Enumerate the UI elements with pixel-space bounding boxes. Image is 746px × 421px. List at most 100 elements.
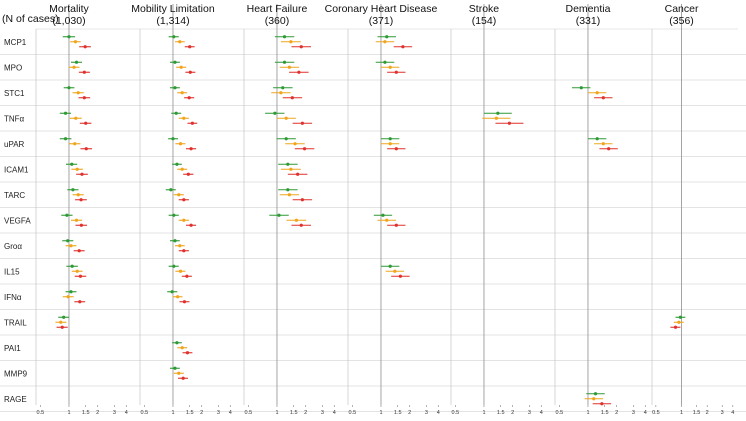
x-tick-label: 0.5 xyxy=(37,410,45,416)
x-tick-label: 3 xyxy=(528,410,531,416)
point-estimate-orange xyxy=(75,167,79,171)
point-estimate-orange xyxy=(178,40,182,44)
x-tick-label: 3 xyxy=(113,410,116,416)
point-estimate-red xyxy=(290,96,294,100)
point-estimate-red xyxy=(673,325,678,329)
point-estimate-red xyxy=(185,274,189,278)
point-estimate-orange xyxy=(294,218,298,222)
panel-title: Stroke xyxy=(469,3,500,15)
point-estimate-green xyxy=(286,188,290,192)
panel-heart-failure: Heart Failure(360) 0.5 1 1.5 2 3 4 xyxy=(243,3,336,416)
point-estimate-red xyxy=(189,147,193,151)
x-tick-label: 3 xyxy=(632,410,635,416)
x-tick-label: 0.5 xyxy=(652,410,660,416)
point-estimate-orange xyxy=(177,193,181,197)
point-estimate-green xyxy=(170,290,174,294)
row-label: Groα xyxy=(4,242,22,251)
point-estimate-orange xyxy=(182,218,186,222)
point-estimate-green xyxy=(281,86,285,90)
point-estimate-orange xyxy=(72,65,76,69)
point-estimate-orange xyxy=(73,142,77,146)
point-estimate-green xyxy=(173,366,177,370)
row-labels: MCP1 MPO STC1 TNFα uPAR ICAM1 TARC VEGFA Groα IL1… xyxy=(4,38,31,404)
panel-case-count: (356) xyxy=(669,15,694,27)
panel-cancer: Cancer(356) 0.5 1 1.5 2 3 4 xyxy=(651,3,734,416)
point-estimate-green xyxy=(67,35,71,39)
x-tick-label: 1 xyxy=(275,410,278,416)
point-estimate-green xyxy=(173,60,177,64)
x-tick-label: 4 xyxy=(229,410,232,416)
point-estimate-orange xyxy=(180,346,184,350)
point-estimate-green xyxy=(172,35,176,39)
point-estimate-red xyxy=(187,96,191,100)
x-tick-label: 1 xyxy=(680,410,683,416)
point-estimate-red xyxy=(186,172,190,176)
panel-mobility-limitation: Mobility Limitation(1,314) 0.5 1 1.5 2 3 4 xyxy=(131,3,232,416)
row-label: IFNα xyxy=(4,293,22,302)
point-estimate-orange xyxy=(289,40,293,44)
panel-stroke: Stroke(154) 0.5 1 1.5 2 3 4 xyxy=(450,3,543,416)
row-label: VEGFA xyxy=(4,216,31,225)
point-estimate-red xyxy=(190,121,194,125)
point-estimate-orange xyxy=(393,269,397,273)
point-estimate-red xyxy=(84,121,88,125)
x-tick-label: 4 xyxy=(644,410,647,416)
point-estimate-red xyxy=(185,351,190,355)
point-estimate-green xyxy=(388,137,392,141)
grid-lines xyxy=(0,28,746,412)
point-estimate-orange xyxy=(293,142,297,146)
point-estimate-orange xyxy=(178,142,183,146)
panel-case-count: (1,314) xyxy=(156,15,189,27)
panel-coronary-heart-disease: Coronary Heart Disease(371) 0.5 1 1.5 2 3 4 xyxy=(325,3,440,416)
x-tick-label: 1.5 xyxy=(82,410,90,416)
point-estimate-orange xyxy=(279,91,283,95)
point-estimate-red xyxy=(300,198,304,202)
x-tick-label: 1 xyxy=(67,410,70,416)
point-estimate-orange xyxy=(595,91,599,95)
point-estimate-red xyxy=(82,96,86,100)
point-estimate-green xyxy=(174,111,178,115)
row-label: RAGE xyxy=(4,395,27,404)
panel-case-count: (154) xyxy=(472,15,497,27)
point-estimate-orange xyxy=(284,116,288,120)
x-tick-label: 2 xyxy=(96,410,99,416)
point-estimate-green xyxy=(172,264,176,268)
point-estimate-orange xyxy=(677,320,681,324)
x-tick-label: 3 xyxy=(321,410,324,416)
point-estimate-green xyxy=(69,290,73,294)
point-estimate-orange xyxy=(592,397,596,401)
row-label: MPO xyxy=(4,63,22,72)
point-estimate-red xyxy=(84,147,88,151)
point-estimate-red xyxy=(80,172,84,176)
x-tick-label: 4 xyxy=(333,410,336,416)
point-estimate-red xyxy=(79,223,83,227)
row-header-label: (N of cases) xyxy=(2,13,59,25)
x-tick-label: 0.5 xyxy=(349,410,357,416)
point-estimate-green xyxy=(63,137,68,141)
point-estimate-green xyxy=(65,213,69,217)
point-estimate-red xyxy=(188,45,192,49)
panel-mortality: Mortality(1,030) 0.5 1 1.5 2 3 4 xyxy=(35,3,128,416)
point-estimate-red xyxy=(299,45,303,49)
x-tick-label: 4 xyxy=(731,410,734,416)
point-estimate-green xyxy=(175,341,179,345)
point-estimate-green xyxy=(284,137,288,141)
panel-title: Heart Failure xyxy=(247,3,308,15)
point-estimate-green xyxy=(277,213,281,217)
panel-title: Cancer xyxy=(665,3,699,15)
point-estimate-orange xyxy=(74,116,78,120)
point-estimate-orange xyxy=(287,65,291,69)
panel-case-count: (371) xyxy=(369,15,394,27)
point-estimate-green xyxy=(169,188,173,192)
x-tick-label: 0.5 xyxy=(141,410,149,416)
x-tick-label: 0.5 xyxy=(245,410,253,416)
point-estimate-green xyxy=(385,35,389,39)
point-estimate-red xyxy=(507,121,511,125)
point-estimate-red xyxy=(189,223,193,227)
point-estimate-red xyxy=(77,249,81,253)
point-estimate-green xyxy=(71,188,75,192)
point-estimate-orange xyxy=(494,116,498,120)
point-estimate-green xyxy=(678,315,683,319)
point-estimate-red xyxy=(78,274,83,278)
point-estimate-red xyxy=(297,70,301,74)
